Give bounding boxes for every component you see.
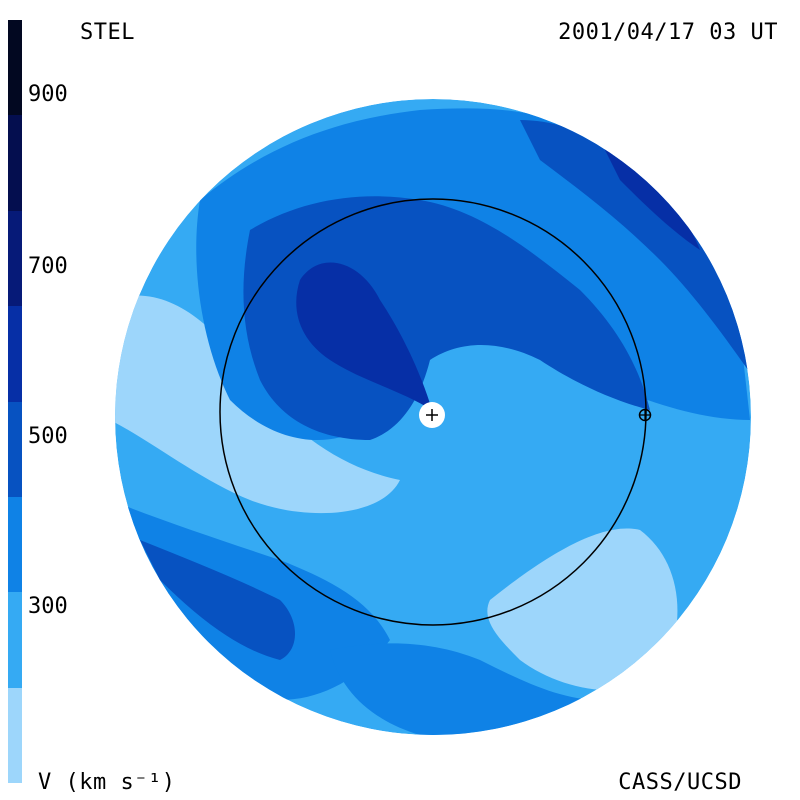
- velocity-region-slow-right: [487, 528, 678, 691]
- timestamp-label: 2001/04/17 03 UT: [558, 20, 778, 45]
- colorbar: [8, 20, 22, 783]
- colorbar-band: [8, 592, 22, 688]
- colorbar-band: [8, 210, 22, 307]
- velocity-region-fastest-core: [296, 262, 432, 410]
- velocity-region-faster-swirl: [243, 196, 650, 440]
- colorbar-band: [8, 306, 22, 402]
- colorbar-band: [8, 115, 22, 211]
- colorbar-tick-500: 500: [28, 424, 68, 449]
- earth-orbit-circle: [219, 198, 647, 626]
- sun-plus-icon: [426, 409, 438, 421]
- velocity-region-fast-lower: [330, 643, 600, 735]
- colorbar-band: [8, 687, 22, 783]
- colorbar-band: [8, 496, 22, 593]
- colorbar-band: [8, 401, 22, 497]
- velocity-region-fast-upper-right: [520, 120, 748, 370]
- observatory-label: STEL: [80, 20, 135, 45]
- units-label: V (km s⁻¹): [38, 770, 176, 795]
- colorbar-tick-900: 900: [28, 82, 68, 107]
- colorbar-tick-300: 300: [28, 594, 68, 619]
- velocity-region-faster-lower-left: [140, 540, 295, 660]
- colorbar-tick-700: 700: [28, 254, 68, 279]
- earth-cross-icon: [639, 409, 651, 421]
- colorbar-band: [8, 20, 22, 116]
- credit-label: CASS/UCSD: [618, 770, 742, 795]
- velocity-region-fastest-upper-right: [600, 140, 700, 250]
